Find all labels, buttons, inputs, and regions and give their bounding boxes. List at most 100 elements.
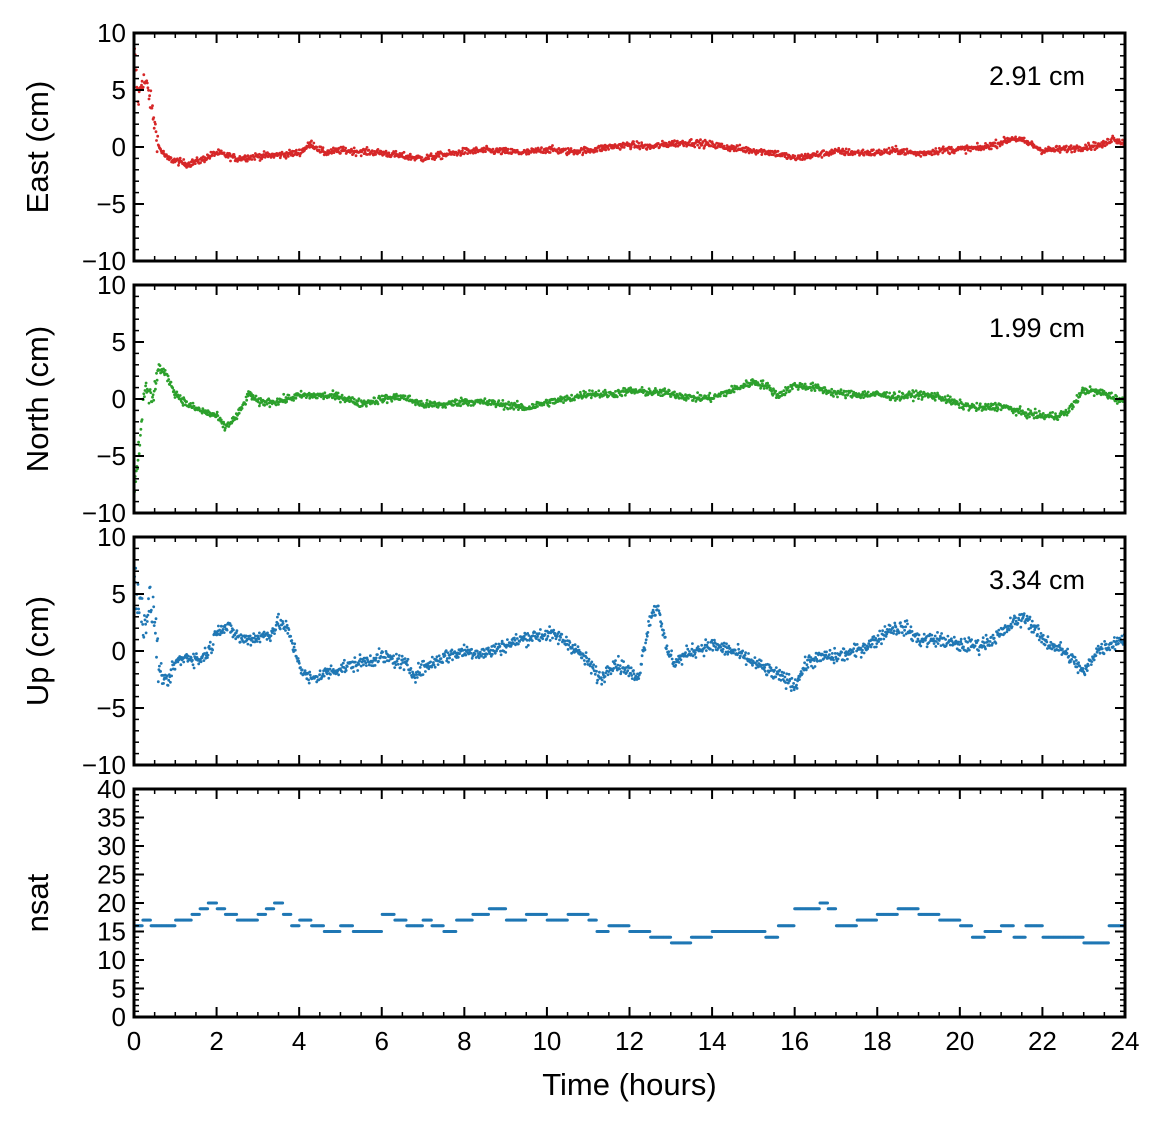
data-point xyxy=(578,390,582,394)
y-tick-label: 5 xyxy=(112,327,126,357)
data-point xyxy=(148,94,152,98)
data-point xyxy=(435,655,439,659)
data-point xyxy=(463,151,467,154)
data-point xyxy=(136,583,140,586)
data-point xyxy=(648,623,652,627)
data-point xyxy=(948,395,952,399)
data-point xyxy=(394,663,398,667)
data-point xyxy=(406,657,410,661)
data-point xyxy=(179,663,183,667)
data-point xyxy=(330,393,334,396)
data-point xyxy=(169,380,173,384)
data-point xyxy=(861,148,865,152)
data-point xyxy=(473,652,477,656)
data-point xyxy=(670,649,673,653)
data-point xyxy=(155,639,159,643)
data-point xyxy=(144,631,148,635)
data-point xyxy=(403,657,407,660)
data-point xyxy=(262,150,266,153)
data-point xyxy=(585,656,588,660)
data-point xyxy=(1043,417,1046,421)
data-point xyxy=(936,631,939,634)
data-point xyxy=(967,648,971,652)
data-point xyxy=(899,621,902,624)
data-point xyxy=(930,633,934,637)
data-point xyxy=(228,152,232,156)
data-point xyxy=(206,653,210,657)
data-point xyxy=(359,154,363,158)
data-point xyxy=(192,652,195,656)
data-point xyxy=(234,637,238,641)
data-point xyxy=(917,153,921,157)
data-point xyxy=(724,650,728,654)
data-point xyxy=(920,398,924,401)
data-point xyxy=(225,628,229,632)
data-point xyxy=(820,156,824,159)
data-point xyxy=(207,644,211,648)
data-point xyxy=(630,674,634,677)
data-point xyxy=(674,142,678,146)
data-point xyxy=(548,625,551,628)
data-point xyxy=(478,401,482,405)
data-point xyxy=(947,398,951,401)
data-point xyxy=(564,147,568,151)
data-point xyxy=(251,394,255,397)
data-point xyxy=(963,637,967,641)
data-point xyxy=(211,648,215,652)
data-point xyxy=(450,152,454,156)
data-point xyxy=(832,661,836,665)
data-point xyxy=(222,151,226,155)
data-point xyxy=(344,669,348,672)
data-point xyxy=(691,642,694,645)
data-point xyxy=(560,632,564,636)
data-point xyxy=(934,147,938,150)
data-point xyxy=(591,666,595,670)
data-point xyxy=(299,666,302,669)
data-point xyxy=(877,148,881,152)
data-point xyxy=(182,158,186,161)
data-point xyxy=(943,395,947,399)
data-point xyxy=(527,152,531,156)
data-point xyxy=(162,682,165,685)
data-point xyxy=(497,399,501,403)
data-point xyxy=(977,653,981,657)
data-point xyxy=(191,658,194,662)
data-point xyxy=(155,139,158,142)
data-point xyxy=(887,630,890,634)
data-point xyxy=(387,659,391,663)
data-point xyxy=(894,625,898,629)
data-point xyxy=(888,624,892,627)
data-point xyxy=(507,400,510,404)
data-point xyxy=(493,651,497,655)
data-point xyxy=(756,381,760,385)
data-point xyxy=(394,149,398,153)
data-point xyxy=(352,146,356,150)
data-point xyxy=(395,392,398,396)
data-point xyxy=(1076,400,1080,403)
data-point xyxy=(553,631,557,635)
data-point xyxy=(170,660,174,663)
data-point xyxy=(917,633,921,637)
data-point xyxy=(244,155,248,159)
data-point xyxy=(195,156,199,160)
data-point xyxy=(706,641,710,644)
data-point xyxy=(307,678,310,682)
data-point xyxy=(652,611,656,614)
data-point xyxy=(482,649,486,652)
data-point xyxy=(659,624,663,628)
data-point xyxy=(981,636,985,640)
data-point xyxy=(593,672,597,676)
data-point xyxy=(369,654,372,658)
data-point xyxy=(722,641,726,645)
data-point xyxy=(465,645,469,649)
data-point xyxy=(167,378,171,381)
data-point xyxy=(672,393,676,397)
data-point xyxy=(612,146,616,150)
data-point xyxy=(419,663,423,666)
data-point xyxy=(285,400,288,404)
data-point xyxy=(205,651,209,655)
data-point xyxy=(274,403,278,407)
data-point xyxy=(932,637,935,641)
data-point xyxy=(294,396,298,400)
data-point xyxy=(297,148,301,152)
